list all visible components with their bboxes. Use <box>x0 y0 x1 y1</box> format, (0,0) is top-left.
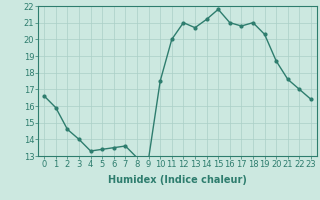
X-axis label: Humidex (Indice chaleur): Humidex (Indice chaleur) <box>108 175 247 185</box>
